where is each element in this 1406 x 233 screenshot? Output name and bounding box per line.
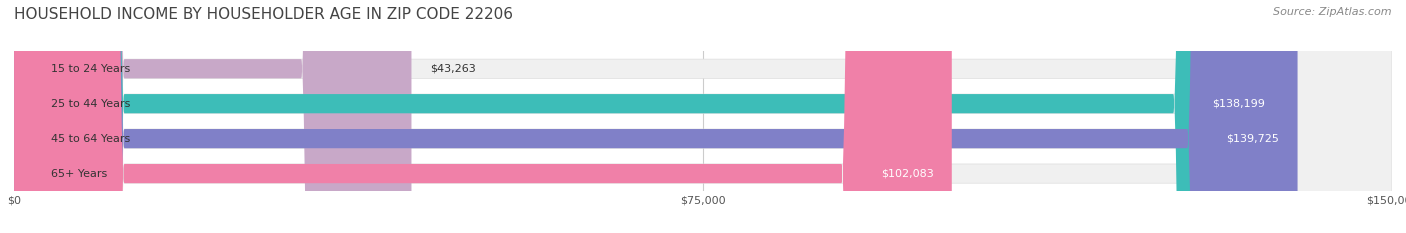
Text: $43,263: $43,263: [430, 64, 475, 74]
FancyBboxPatch shape: [14, 0, 952, 233]
Text: $138,199: $138,199: [1212, 99, 1265, 109]
Text: Source: ZipAtlas.com: Source: ZipAtlas.com: [1274, 7, 1392, 17]
FancyBboxPatch shape: [14, 0, 1392, 233]
FancyBboxPatch shape: [14, 0, 1298, 233]
FancyBboxPatch shape: [14, 0, 1392, 233]
Text: $102,083: $102,083: [880, 169, 934, 178]
Text: 65+ Years: 65+ Years: [51, 169, 107, 178]
FancyBboxPatch shape: [14, 0, 1392, 233]
Text: 15 to 24 Years: 15 to 24 Years: [51, 64, 129, 74]
FancyBboxPatch shape: [14, 0, 412, 233]
Text: $139,725: $139,725: [1226, 134, 1279, 144]
FancyBboxPatch shape: [14, 0, 1392, 233]
Text: 25 to 44 Years: 25 to 44 Years: [51, 99, 131, 109]
Text: 45 to 64 Years: 45 to 64 Years: [51, 134, 129, 144]
Text: HOUSEHOLD INCOME BY HOUSEHOLDER AGE IN ZIP CODE 22206: HOUSEHOLD INCOME BY HOUSEHOLDER AGE IN Z…: [14, 7, 513, 22]
FancyBboxPatch shape: [14, 0, 1284, 233]
